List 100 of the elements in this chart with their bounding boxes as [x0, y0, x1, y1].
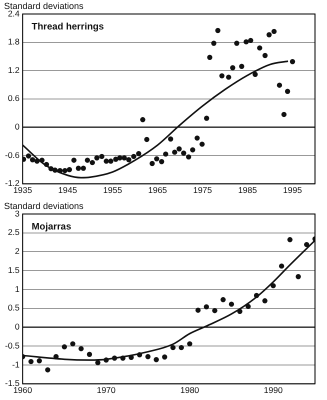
- y-axis-title: Standard deviations: [4, 0, 84, 11]
- y-tick-label: 1.2: [8, 64, 20, 75]
- y-tick-label: 3: [14, 208, 20, 218]
- text: Thread herrings: [32, 21, 104, 32]
- point: [52, 168, 58, 173]
- point: [28, 358, 34, 364]
- point: [178, 344, 184, 350]
- point: [34, 158, 40, 164]
- point: [266, 32, 272, 38]
- point: [76, 166, 82, 171]
- point: [212, 308, 218, 314]
- point: [112, 356, 118, 361]
- point: [44, 162, 50, 168]
- point: [104, 357, 109, 363]
- point: [271, 28, 277, 34]
- point: [287, 237, 293, 242]
- point: [70, 341, 76, 346]
- y-tick-label: 0.5: [8, 302, 20, 313]
- y-tick-label: 1.5: [8, 264, 20, 275]
- point: [86, 352, 92, 357]
- point: [254, 292, 260, 298]
- point: [204, 304, 210, 310]
- point: [239, 64, 244, 69]
- x-tick-label: 1970: [96, 385, 116, 396]
- point: [195, 308, 201, 313]
- point: [94, 155, 100, 160]
- point: [276, 82, 282, 88]
- point: [144, 136, 150, 142]
- point: [172, 150, 178, 155]
- x-tick-label: 1965: [148, 185, 168, 196]
- point: [154, 357, 159, 362]
- point: [84, 158, 90, 163]
- point: [53, 354, 59, 360]
- point: [131, 154, 136, 160]
- point: [257, 45, 262, 51]
- point: [252, 72, 258, 77]
- point: [234, 40, 240, 46]
- point: [22, 156, 26, 162]
- line-series: [22, 60, 289, 178]
- point: [136, 352, 142, 358]
- point: [211, 40, 216, 46]
- point: [187, 341, 192, 346]
- point: [176, 146, 182, 152]
- y-tick-label: -0.6: [4, 150, 20, 160]
- point: [270, 283, 276, 288]
- x-tick-label: 1955: [103, 185, 122, 196]
- x-tick-label: 1990: [264, 385, 283, 396]
- point: [248, 38, 254, 44]
- point: [57, 168, 63, 174]
- point: [278, 263, 284, 269]
- y-tick-label: 0: [14, 322, 20, 332]
- x-tick-label: 1985: [238, 185, 258, 196]
- point: [99, 154, 104, 160]
- point: [71, 158, 77, 163]
- point: [290, 59, 296, 64]
- point: [220, 297, 226, 302]
- point: [108, 158, 114, 164]
- point: [219, 73, 224, 78]
- y-tick-label: 0.6: [8, 93, 20, 104]
- point: [304, 242, 310, 248]
- point: [62, 344, 68, 350]
- point: [145, 354, 151, 360]
- x-tick-label: 1945: [58, 185, 78, 196]
- point: [207, 54, 212, 60]
- y-tick-label: 2.4: [8, 8, 20, 18]
- x-tick-label: 1975: [193, 185, 212, 196]
- point: [159, 159, 164, 164]
- point: [181, 150, 186, 156]
- point: [190, 147, 196, 152]
- point: [48, 166, 54, 172]
- y-axis-title: Standard deviations: [4, 200, 84, 211]
- point: [95, 360, 100, 366]
- point: [246, 304, 251, 310]
- point: [200, 142, 205, 147]
- point: [237, 308, 242, 314]
- point: [296, 274, 301, 280]
- point: [154, 156, 160, 162]
- point: [204, 116, 210, 121]
- point: [90, 160, 95, 166]
- point: [120, 356, 126, 361]
- point: [194, 135, 200, 141]
- point: [80, 166, 86, 171]
- point: [163, 151, 168, 157]
- point: [30, 157, 36, 162]
- point: [170, 344, 176, 350]
- x-tick-label: 1995: [283, 185, 302, 196]
- point: [39, 158, 45, 163]
- point: [226, 74, 232, 80]
- y-tick-label: -1: [12, 359, 20, 370]
- point: [230, 65, 236, 70]
- y-tick-label: 0: [14, 122, 20, 132]
- point: [284, 88, 290, 94]
- point: [117, 155, 122, 160]
- point: [186, 154, 192, 160]
- point: [162, 354, 168, 360]
- point: [45, 367, 50, 372]
- point: [168, 136, 174, 142]
- y-tick-label: 1: [14, 284, 20, 294]
- point: [26, 153, 32, 159]
- point: [126, 157, 132, 162]
